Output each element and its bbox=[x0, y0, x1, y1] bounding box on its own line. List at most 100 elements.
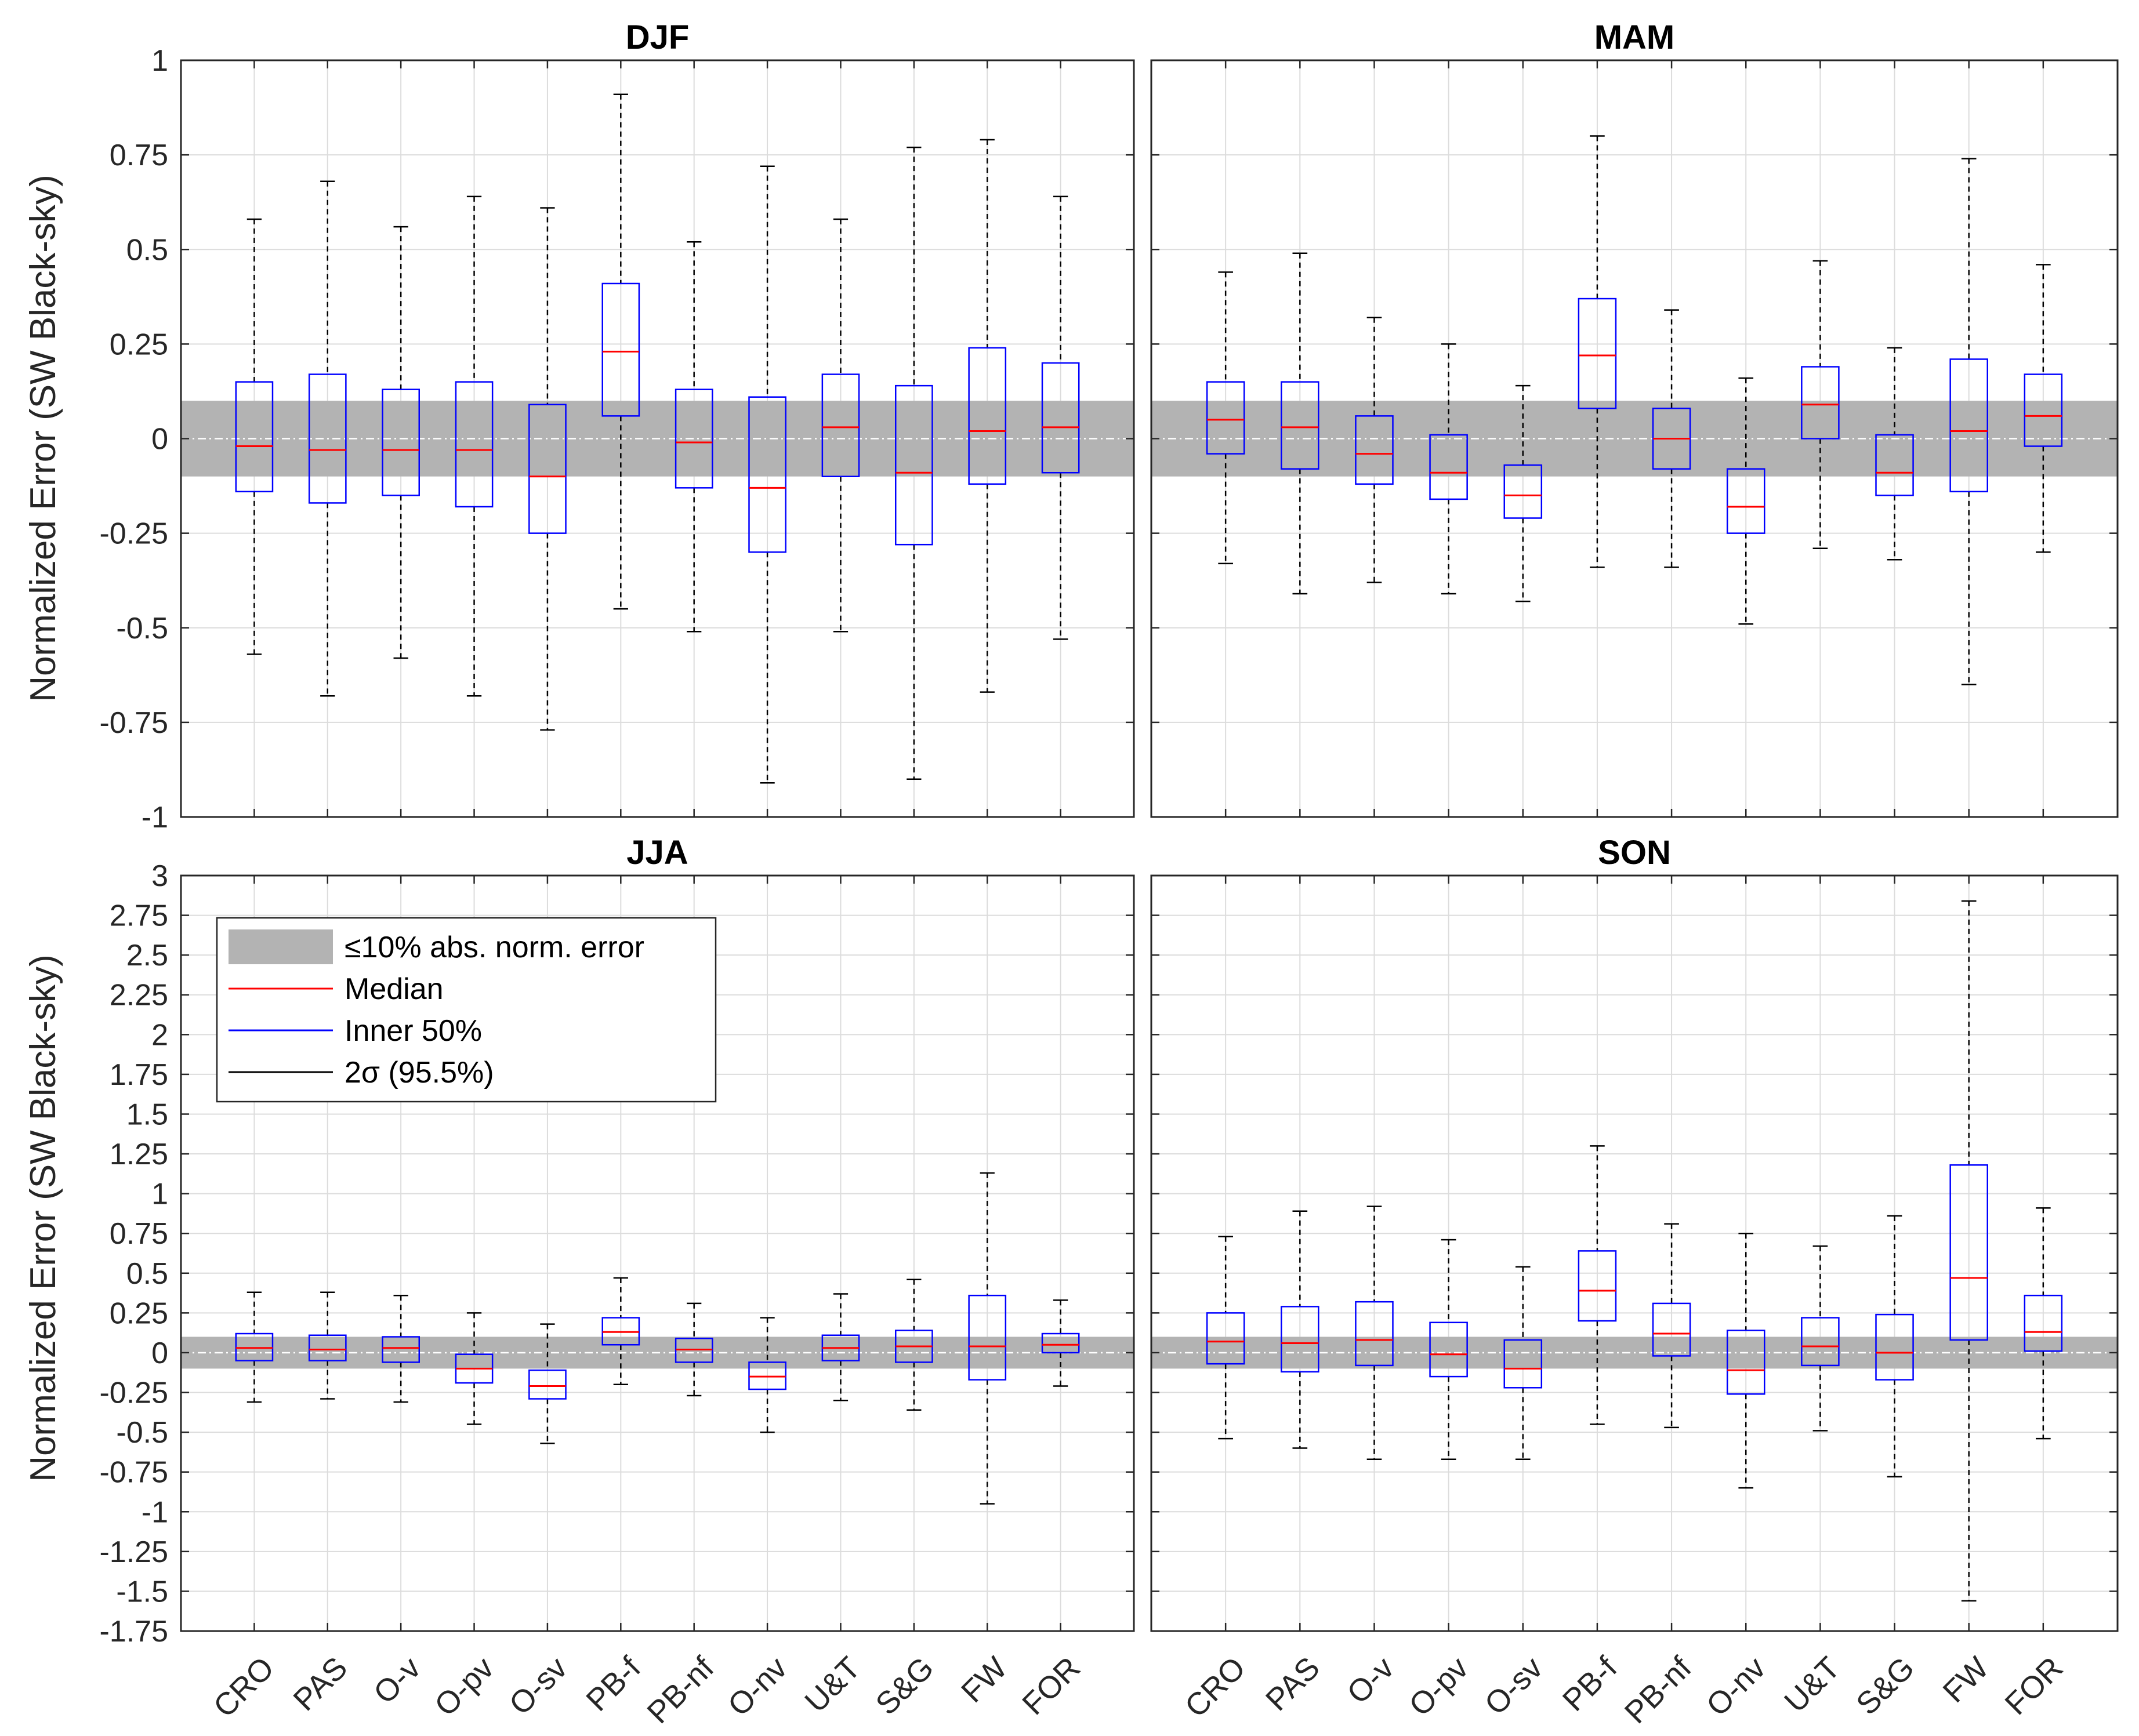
iqr-box bbox=[1875, 1313, 1914, 1381]
category-label: FW bbox=[1937, 1650, 1996, 1709]
plot-area bbox=[1151, 876, 2118, 1631]
y-tick-label: -0.75 bbox=[99, 1456, 168, 1490]
iqr-box bbox=[382, 1336, 420, 1363]
y-axis-label-bottom: Normalized Error (SW Black-sky) bbox=[23, 954, 63, 1481]
box-FW bbox=[968, 1172, 1007, 1505]
y-ticks bbox=[1151, 59, 2118, 818]
y-tick-label: -1.75 bbox=[99, 1615, 168, 1648]
box-FOR bbox=[2024, 1207, 2063, 1440]
y-tick-label: -0.75 bbox=[99, 706, 168, 740]
box-FOR bbox=[1041, 195, 1080, 640]
y-ticks: -1 -0.75 -0.5 -0.25 0 0.25 0.5 0.75 1 bbox=[99, 44, 1134, 834]
iqr-box bbox=[1801, 366, 1840, 440]
iqr-box bbox=[1726, 468, 1765, 534]
y-tick-label: -0.25 bbox=[99, 517, 168, 551]
iqr-box bbox=[1429, 1321, 1468, 1378]
box-O-nv bbox=[1726, 377, 1765, 625]
legend-item: 2σ (95.5%) bbox=[229, 1056, 494, 1089]
box-FW bbox=[968, 139, 1007, 693]
category-label: S&G bbox=[1850, 1650, 1921, 1722]
category-label: O-sv bbox=[1478, 1650, 1549, 1722]
box-S&G bbox=[895, 1279, 933, 1411]
panels: -1 -0.75 -0.5 -0.25 0 0.25 0.5 0.75 1 DJF MAM -1.75… bbox=[99, 19, 2119, 1731]
box-CRO bbox=[235, 1291, 274, 1403]
y-tick-label: 0 bbox=[151, 1336, 168, 1370]
y-tick-label: 1.75 bbox=[110, 1058, 168, 1092]
box-CRO bbox=[235, 218, 274, 655]
y-axis-label-top: Normalized Error (SW Black-sky) bbox=[23, 175, 63, 702]
box-O-sv bbox=[1503, 384, 1543, 602]
box-O-pv bbox=[1429, 1239, 1468, 1460]
box-FOR bbox=[2024, 264, 2063, 553]
box-O-pv bbox=[455, 1312, 494, 1425]
category-label: CRO bbox=[1179, 1650, 1252, 1724]
panel-son: CRO PAS O-v O-pv O-sv PB-fPB-nf O-nv U&T S&G FW FO… bbox=[1150, 834, 2119, 1731]
legend-label: 2σ (95.5%) bbox=[345, 1056, 494, 1089]
iqr-box bbox=[2024, 373, 2063, 447]
panel-title: JJA bbox=[626, 834, 688, 871]
category-label: O-v bbox=[1340, 1650, 1401, 1710]
y-tick-label: 0.25 bbox=[110, 328, 168, 361]
iqr-box bbox=[968, 347, 1007, 485]
panel-mam: MAM bbox=[1150, 19, 2119, 818]
iqr-box bbox=[308, 373, 347, 504]
iqr-box bbox=[1875, 434, 1914, 496]
panel-title: DJF bbox=[626, 19, 690, 56]
box-PAS bbox=[308, 1291, 347, 1400]
panel-title: SON bbox=[1598, 834, 1671, 871]
category-label: CRO bbox=[207, 1650, 281, 1724]
y-ticks bbox=[1151, 874, 2118, 1632]
box-FW bbox=[1949, 158, 1988, 685]
iqr-box bbox=[2024, 1294, 2063, 1352]
iqr-box bbox=[528, 404, 567, 534]
box-PAS bbox=[308, 180, 347, 697]
iqr-box bbox=[1503, 464, 1543, 519]
iqr-box bbox=[1429, 434, 1468, 500]
box-PB-nf bbox=[1652, 309, 1691, 568]
y-ticks: -1.75 -1.5 -1.25 -1 -0.75 -0.5 -0.25 0 0.25 0.5 0.… bbox=[99, 859, 1134, 1648]
box-O-pv bbox=[1429, 343, 1468, 595]
box-PB-f bbox=[601, 93, 640, 610]
box-FW bbox=[1949, 900, 1988, 1602]
y-tick-label: -1.5 bbox=[116, 1575, 168, 1608]
box-U&T bbox=[1801, 1245, 1840, 1432]
box-PAS bbox=[1281, 1210, 1319, 1449]
iqr-box bbox=[455, 381, 494, 508]
y-tick-label: 0.75 bbox=[110, 139, 168, 172]
iqr-box bbox=[821, 373, 860, 478]
panel-title: MAM bbox=[1594, 19, 1675, 56]
y-tick-label: 2.75 bbox=[110, 899, 168, 933]
category-label: O-pv bbox=[1402, 1650, 1475, 1723]
iqr-box bbox=[1949, 1164, 1988, 1341]
iqr-box bbox=[1206, 381, 1245, 455]
y-tick-label: 1.5 bbox=[126, 1098, 168, 1131]
category-label: O-v bbox=[367, 1650, 427, 1710]
category-label: PAS bbox=[1259, 1650, 1326, 1717]
y-tick-label: 0 bbox=[151, 423, 168, 456]
iqr-box bbox=[235, 381, 274, 493]
iqr-box bbox=[895, 384, 933, 546]
legend-label: Inner 50% bbox=[345, 1014, 482, 1048]
y-tick-label: 0.5 bbox=[126, 1257, 168, 1291]
iqr-box bbox=[748, 396, 786, 553]
iqr-box bbox=[1949, 358, 1988, 493]
iqr-box bbox=[1578, 297, 1617, 409]
box-O-v bbox=[1355, 317, 1394, 583]
legend-item: ≤10% abs. norm. error bbox=[229, 929, 644, 964]
category-label: FW bbox=[955, 1650, 1014, 1709]
legend-swatch-band bbox=[229, 929, 333, 964]
box-O-nv bbox=[1726, 1232, 1765, 1489]
iqr-box bbox=[1801, 1317, 1840, 1367]
category-label: PB-nf bbox=[1618, 1650, 1699, 1731]
y-tick-label: -1 bbox=[142, 1495, 168, 1529]
iqr-box bbox=[601, 282, 640, 417]
legend-item: Inner 50% bbox=[229, 1014, 482, 1048]
iqr-box bbox=[1726, 1330, 1765, 1395]
x-ticks bbox=[1224, 60, 2044, 817]
box-PB-nf bbox=[675, 1302, 713, 1397]
box-O-sv bbox=[528, 207, 567, 731]
panel-djf: -1 -0.75 -0.5 -0.25 0 0.25 0.5 0.75 1 DJF bbox=[99, 19, 1135, 834]
y-tick-label: 1 bbox=[151, 1178, 168, 1211]
y-tick-label: 0.75 bbox=[110, 1217, 168, 1251]
iqr-box bbox=[1206, 1312, 1245, 1365]
